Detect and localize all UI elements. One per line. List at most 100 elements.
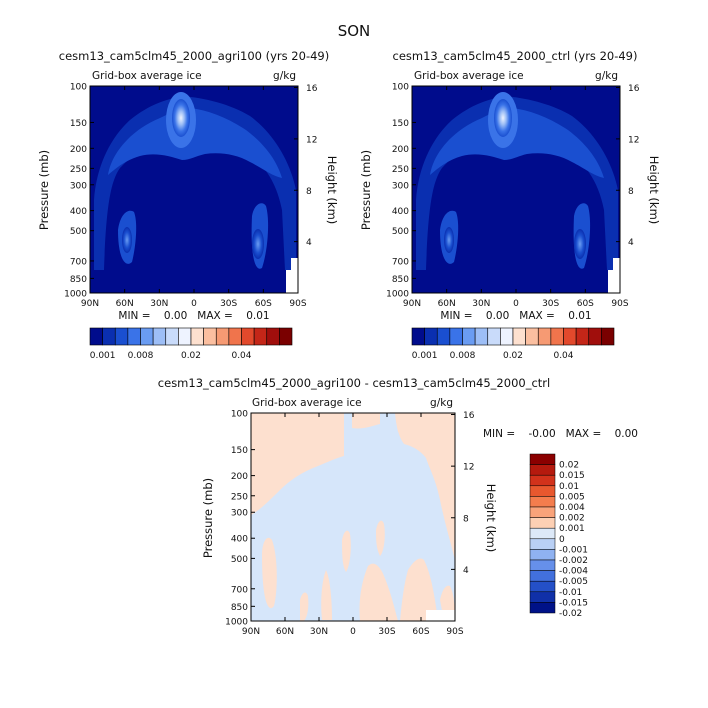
colorbar-tick-label: 0.008: [128, 351, 154, 361]
pressure-axis: 100 150 200 250 300 400 500 700 850 1000 Pressure…: [201, 410, 255, 628]
pressure-tick-label: 250: [70, 165, 87, 175]
panel-title: cesm13_cam5clm45_2000_agri100 - cesm13_c…: [158, 376, 550, 390]
pressure-tick-label: 250: [231, 492, 248, 502]
height-tick-label: 8: [463, 514, 469, 524]
latitude-tick-label: 30S: [220, 299, 237, 309]
pressure-tick-label: 700: [392, 257, 409, 267]
height-tick-label: 12: [628, 135, 639, 145]
latitude-tick-label: 90S: [446, 627, 463, 637]
pressure-tick-label: 700: [70, 257, 87, 267]
legend-swatch: [529, 549, 556, 561]
pressure-tick-label: 200: [70, 145, 87, 155]
pressure-axis-label: Pressure (mb): [359, 150, 373, 230]
latitude-tick-label: 30S: [378, 627, 395, 637]
pressure-tick-label: 500: [231, 555, 248, 565]
pressure-tick-label: 700: [231, 585, 248, 595]
panel-subtitle-right: g/kg: [273, 70, 296, 82]
heatmap-field: [412, 86, 620, 293]
figure-title: SON: [338, 22, 371, 40]
colorbar-swatch: [500, 327, 514, 346]
pressure-tick-label: 500: [70, 227, 87, 237]
legend-label: -0.01: [559, 588, 582, 598]
latitude-tick-label: 30N: [150, 299, 168, 309]
panel-subtitle-left: Grid-box average ice: [252, 397, 362, 409]
legend-swatch: [529, 474, 556, 487]
latitude-tick-label: 60S: [255, 299, 272, 309]
colorbar-swatch: [525, 327, 539, 346]
height-tick-label: 16: [463, 411, 475, 421]
pressure-axis-label: Pressure (mb): [37, 150, 51, 230]
colorbar-tick-label: 0.001: [412, 351, 438, 361]
height-axis: 4 8 12 16 Height (km): [451, 411, 498, 576]
height-tick-label: 8: [306, 187, 312, 197]
colorbar-tick-label: 0.008: [450, 351, 476, 361]
legend-swatch: [529, 602, 556, 614]
legend-label: 0.005: [559, 492, 585, 502]
pressure-tick-label: 1000: [386, 290, 409, 300]
latitude-axis: 90N 60N 30N 0 30S 60S 90S: [81, 86, 307, 309]
latitude-axis: 90N 60N 30N 0 30S 60S 90S: [242, 413, 464, 637]
panel-difference: cesm13_cam5clm45_2000_agri100 - cesm13_c…: [158, 376, 638, 637]
pressure-tick-label: 150: [70, 119, 87, 129]
colorbar-swatch: [436, 327, 451, 346]
legend-label: -0.004: [559, 567, 588, 577]
legend-swatch: [529, 453, 556, 465]
latitude-tick-label: 30S: [542, 299, 559, 309]
pressure-tick-label: 300: [231, 509, 248, 519]
pressure-tick-label: 1000: [225, 618, 248, 628]
legend-label: -0.015: [559, 598, 588, 608]
height-axis: 4 8 12 16 Height (km): [294, 84, 339, 248]
colorbar-swatch: [203, 327, 217, 346]
colorbar-swatch: [449, 327, 463, 346]
legend-label: -0.005: [559, 577, 588, 587]
pressure-tick-label: 200: [231, 472, 248, 482]
pressure-tick-label: 850: [231, 603, 248, 613]
colorbar-tick-label: 0.001: [90, 351, 116, 361]
panel-subtitle-right: g/kg: [430, 397, 453, 409]
colorbar-swatch: [575, 327, 590, 346]
legend-swatch: [529, 517, 556, 529]
colorbar-swatch: [474, 327, 489, 346]
panel-subtitle-left: Grid-box average ice: [414, 70, 524, 82]
colorbar-swatch: [241, 327, 255, 346]
pressure-tick-label: 300: [392, 181, 409, 191]
pressure-tick-label: 100: [392, 83, 409, 93]
colorbar-swatch: [537, 327, 552, 346]
legend-swatch: [529, 559, 556, 571]
height-axis-label: Height (km): [325, 156, 339, 225]
latitude-tick-label: 30N: [310, 627, 328, 637]
legend-swatch: [529, 580, 556, 593]
pressure-tick-label: 400: [70, 207, 87, 217]
height-tick-label: 12: [463, 463, 474, 473]
legend-label: 0.01: [559, 482, 579, 492]
height-tick-label: 8: [628, 187, 634, 197]
colorbar-swatch: [178, 327, 192, 346]
colorbar-swatch: [127, 327, 141, 346]
pressure-tick-label: 150: [392, 119, 409, 129]
pressure-tick-label: 1000: [64, 290, 87, 300]
colorbar-tick-label: 0.02: [503, 351, 523, 361]
legend-swatch: [529, 538, 556, 550]
latitude-tick-label: 90S: [289, 299, 306, 309]
colorbar: 0.001 0.008 0.02 0.04: [89, 327, 293, 361]
legend-label: 0.02: [559, 461, 579, 471]
legend: 0.020.0150.010.0050.0040.0020.0010-0.001…: [529, 453, 588, 619]
height-axis-label: Height (km): [647, 156, 661, 225]
colorbar-swatch: [102, 327, 116, 346]
latitude-tick-label: 60N: [276, 627, 294, 637]
colorbar-swatch: [550, 327, 564, 346]
pressure-tick-label: 100: [231, 410, 248, 420]
colorbar-swatch: [253, 327, 268, 346]
legend-label: -0.002: [559, 556, 588, 566]
legend-label: 0: [559, 535, 565, 545]
latitude-tick-label: 90N: [403, 299, 421, 309]
legend-label: 0.001: [559, 524, 585, 534]
colorbar: 0.001 0.008 0.02 0.04: [411, 327, 615, 361]
pressure-tick-label: 150: [231, 446, 248, 456]
height-tick-label: 4: [306, 238, 312, 248]
height-tick-label: 12: [306, 135, 317, 145]
difference-field: [251, 413, 455, 621]
colorbar-swatch: [462, 327, 476, 346]
pressure-axis-label: Pressure (mb): [201, 478, 215, 558]
